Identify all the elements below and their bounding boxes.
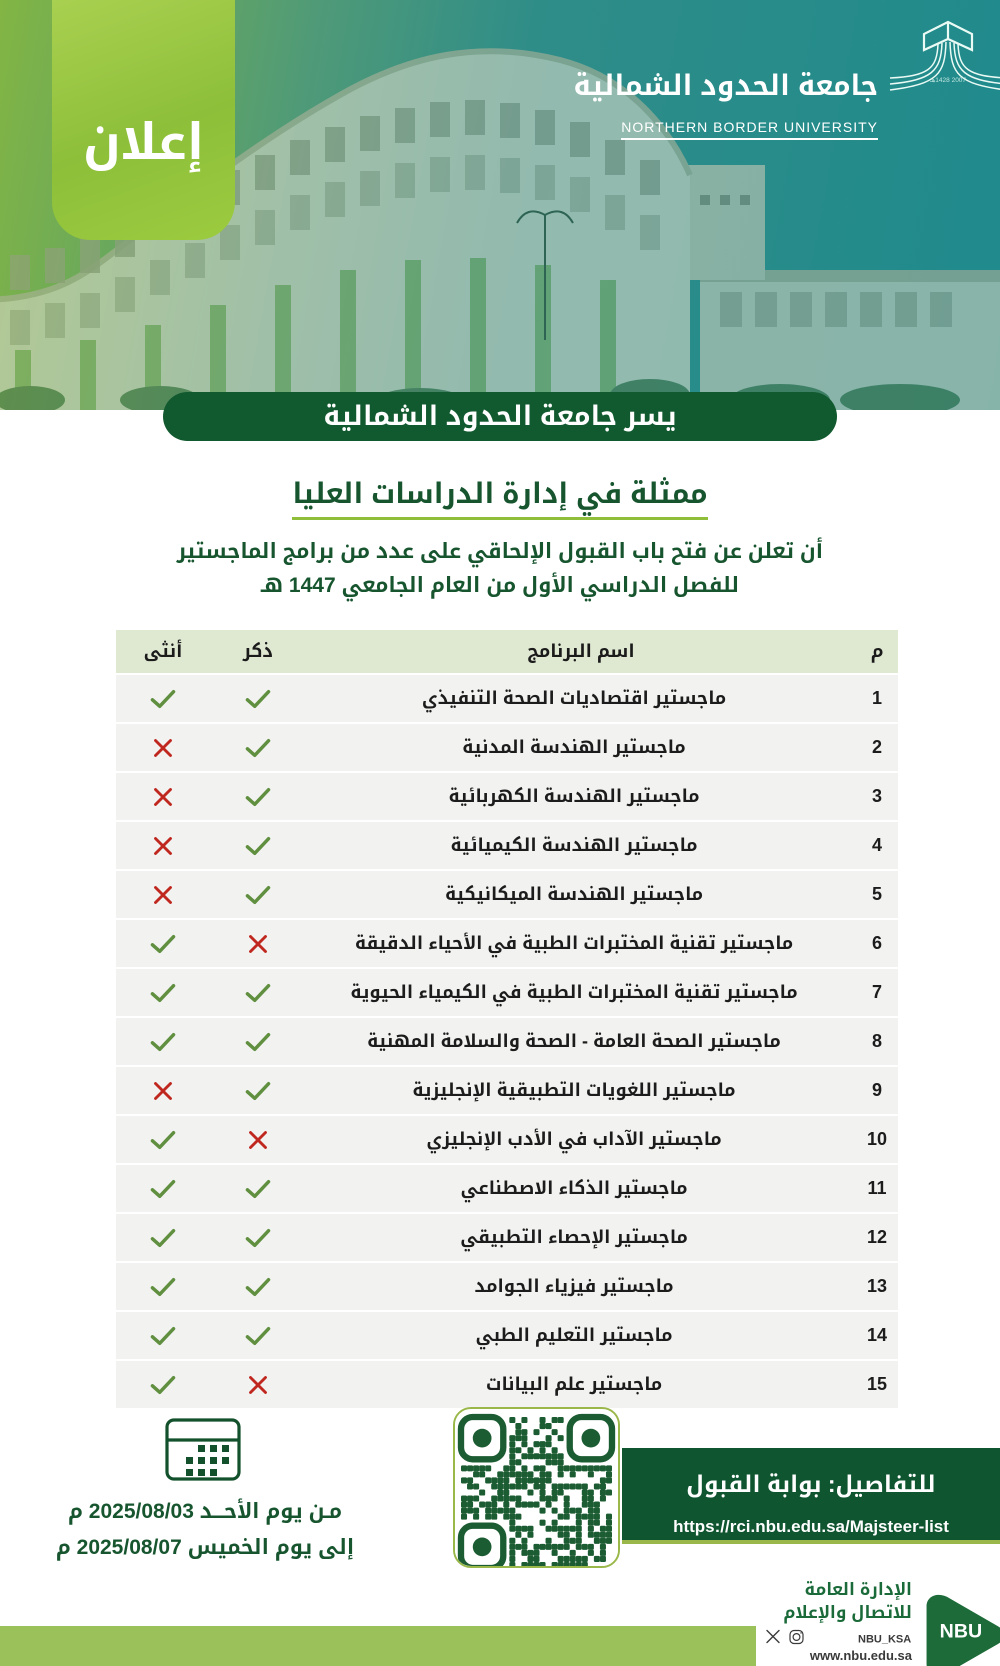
svg-text:2007 1428هـ: 2007 1428هـ [929,77,966,84]
svg-text:NBU: NBU [940,1621,983,1643]
svg-text:NBU_KSA: NBU_KSA [858,1634,911,1646]
